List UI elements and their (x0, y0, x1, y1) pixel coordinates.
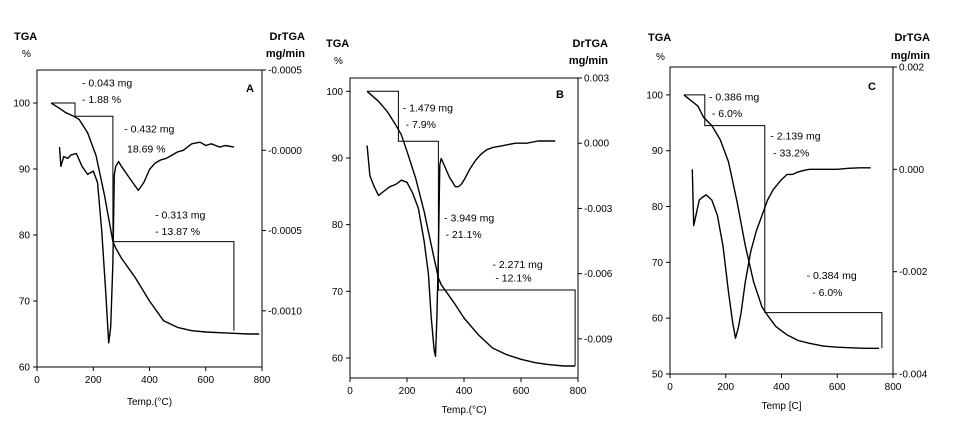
mass-loss-annotation: - 1.479 mg (403, 102, 453, 114)
mass-loss-annotation: - 6.0% (712, 108, 742, 120)
x-tick-label: 200 (399, 386, 416, 397)
y-left-tick-label: 60 (19, 363, 31, 374)
chart-panel-b: 0 200 400 600 800 60 70 80 90 100 -0.009 -0.006 -0.0… (326, 38, 613, 416)
mass-loss-annotation: 18.69 % (127, 144, 166, 156)
drtga-curve (691, 167, 871, 339)
tga-curve (50, 102, 260, 335)
y-left-tick-label: 80 (652, 202, 664, 213)
y-right-title: DrTGA (573, 38, 609, 50)
y-right-tick-label: 0.003 (584, 74, 609, 85)
plot-frame (669, 66, 894, 375)
y-left-tick-label: 100 (326, 87, 343, 98)
y-right-tick-label: -0.004 (899, 370, 928, 381)
y-right-tick-label: -0.0005 (268, 226, 302, 237)
y-left-tick-label: 100 (13, 99, 30, 110)
y-right-tick-label: -0.0010 (268, 306, 302, 317)
y-right-title: DrTGA (895, 32, 931, 44)
y-right-tick-label: 0.000 (899, 165, 924, 176)
mass-loss-annotation: - 1.88 % (82, 94, 121, 106)
y-left-title: TGA (14, 31, 37, 43)
chart-panel-a: 0 200 400 600 800 60 70 80 90 100 -0.0010 -0.0005 -0… (13, 31, 305, 408)
mass-loss-annotation: - 2.139 mg (770, 131, 820, 143)
y-right-tick-label: 0.002 (899, 63, 924, 74)
y-right-tick-label: -0.0000 (268, 146, 302, 157)
mass-loss-annotation: - 0.384 mg (807, 270, 857, 282)
y-left-tick-label: 90 (652, 146, 664, 157)
mass-loss-annotation: - 33.2% (773, 147, 809, 159)
y-right-tick-label: 0.000 (584, 139, 609, 150)
y-left-unit: % (22, 49, 31, 60)
y-left-title: TGA (326, 38, 349, 50)
mass-loss-annotation: - 12.1% (495, 272, 531, 284)
x-tick-label: 600 (829, 382, 846, 393)
x-tick-label: 0 (347, 386, 353, 397)
mass-loss-step-lines (367, 90, 576, 366)
x-tick-label: 800 (885, 382, 902, 393)
mass-loss-annotation: - 13.87 % (155, 226, 200, 238)
y-left-tick-label: 70 (652, 258, 664, 269)
mass-loss-step-lines (683, 94, 883, 349)
x-tick-label: 0 (667, 382, 673, 393)
y-left-tick-label: 80 (19, 231, 31, 242)
y-right-unit: mg/min (891, 50, 930, 62)
x-tick-label: 200 (717, 382, 734, 393)
mass-loss-step-lines (51, 102, 235, 331)
y-right-unit: mg/min (569, 55, 608, 67)
mass-loss-annotation: - 0.043 mg (82, 78, 132, 90)
mass-loss-annotation: - 0.386 mg (709, 91, 759, 103)
y-left-title: TGA (648, 32, 671, 44)
y-left-tick-label: 70 (19, 297, 31, 308)
y-left-tick-label: 60 (332, 354, 344, 365)
x-tick-label: 600 (513, 386, 530, 397)
x-tick-label: 400 (456, 386, 473, 397)
y-right-unit: mg/min (266, 48, 305, 60)
y-left-tick-label: 70 (332, 287, 344, 298)
x-tick-label: 400 (773, 382, 790, 393)
y-left-unit: % (656, 52, 665, 63)
y-left-tick-label: 80 (332, 220, 344, 231)
mass-loss-annotation: - 0.313 mg (155, 210, 205, 222)
x-tick-label: 0 (34, 375, 40, 386)
drtga-curve (58, 141, 235, 344)
panel-label: B (556, 89, 564, 101)
y-right-tick-label: -0.003 (584, 204, 613, 215)
y-right-tick-label: -0.009 (584, 334, 613, 345)
y-left-tick-label: 90 (19, 165, 31, 176)
y-right-tick-label: -0.006 (584, 269, 613, 280)
y-right-tick-label: -0.002 (899, 267, 928, 278)
chart-panel-c: 0 200 400 600 800 50 60 70 80 90 100 -0.004 -0.002 0.… (646, 32, 930, 412)
y-left-tick-label: 50 (652, 370, 664, 381)
x-tick-label: 800 (570, 386, 587, 397)
plot-frame (349, 77, 579, 379)
x-axis-title: Temp [C] (761, 401, 801, 412)
x-tick-label: 800 (254, 375, 271, 386)
mass-loss-annotation: - 3.949 mg (444, 212, 494, 224)
drtga-curve (366, 140, 556, 357)
panel-label: C (868, 81, 876, 93)
panel-label: A (246, 83, 254, 95)
y-right-title: DrTGA (270, 31, 306, 43)
mass-loss-annotation: - 7.9% (406, 119, 436, 131)
y-left-tick-label: 90 (332, 154, 344, 165)
mass-loss-annotation: - 21.1% (445, 229, 481, 241)
mass-loss-annotation: - 6.0% (812, 287, 842, 299)
x-tick-label: 400 (141, 375, 158, 386)
mass-loss-annotation: - 0.432 mg (124, 124, 174, 136)
y-left-unit: % (334, 56, 343, 67)
y-left-tick-label: 60 (652, 314, 664, 325)
x-tick-label: 200 (85, 375, 102, 386)
y-right-tick-label: -0.0005 (268, 66, 302, 77)
x-tick-label: 600 (197, 375, 214, 386)
y-left-tick-label: 100 (646, 90, 663, 101)
mass-loss-annotation: - 2.271 mg (493, 259, 543, 271)
x-axis-title: Temp.(°C) (441, 405, 486, 416)
x-axis-title: Temp.(°C) (127, 397, 172, 408)
